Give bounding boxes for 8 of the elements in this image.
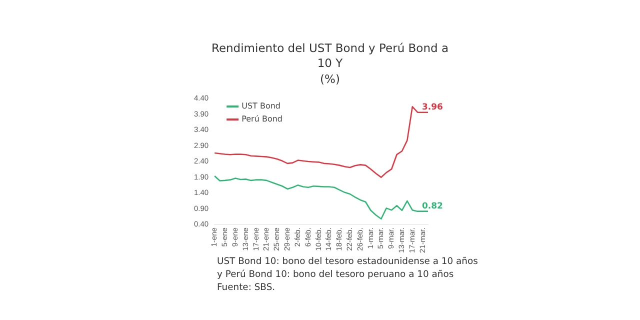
source-note: Fuente: SBS. bbox=[217, 281, 276, 294]
text: UST Bond 10: bono del tesoro estadounidense a 10 años y Perú Bond 10: bono del tesoro peruano a 10 años bbox=[217, 255, 479, 281]
legend-label: UST Bond bbox=[242, 102, 281, 111]
data-label: 0.82 bbox=[422, 201, 444, 212]
legend-label: Perú Bond bbox=[242, 114, 283, 124]
chart-title: Rendimiento del UST Bond y Perú Bond a 10 Y bbox=[210, 41, 450, 71]
chart-subtitle: (%) bbox=[319, 72, 341, 86]
data-label: 3.96 bbox=[422, 102, 444, 112]
